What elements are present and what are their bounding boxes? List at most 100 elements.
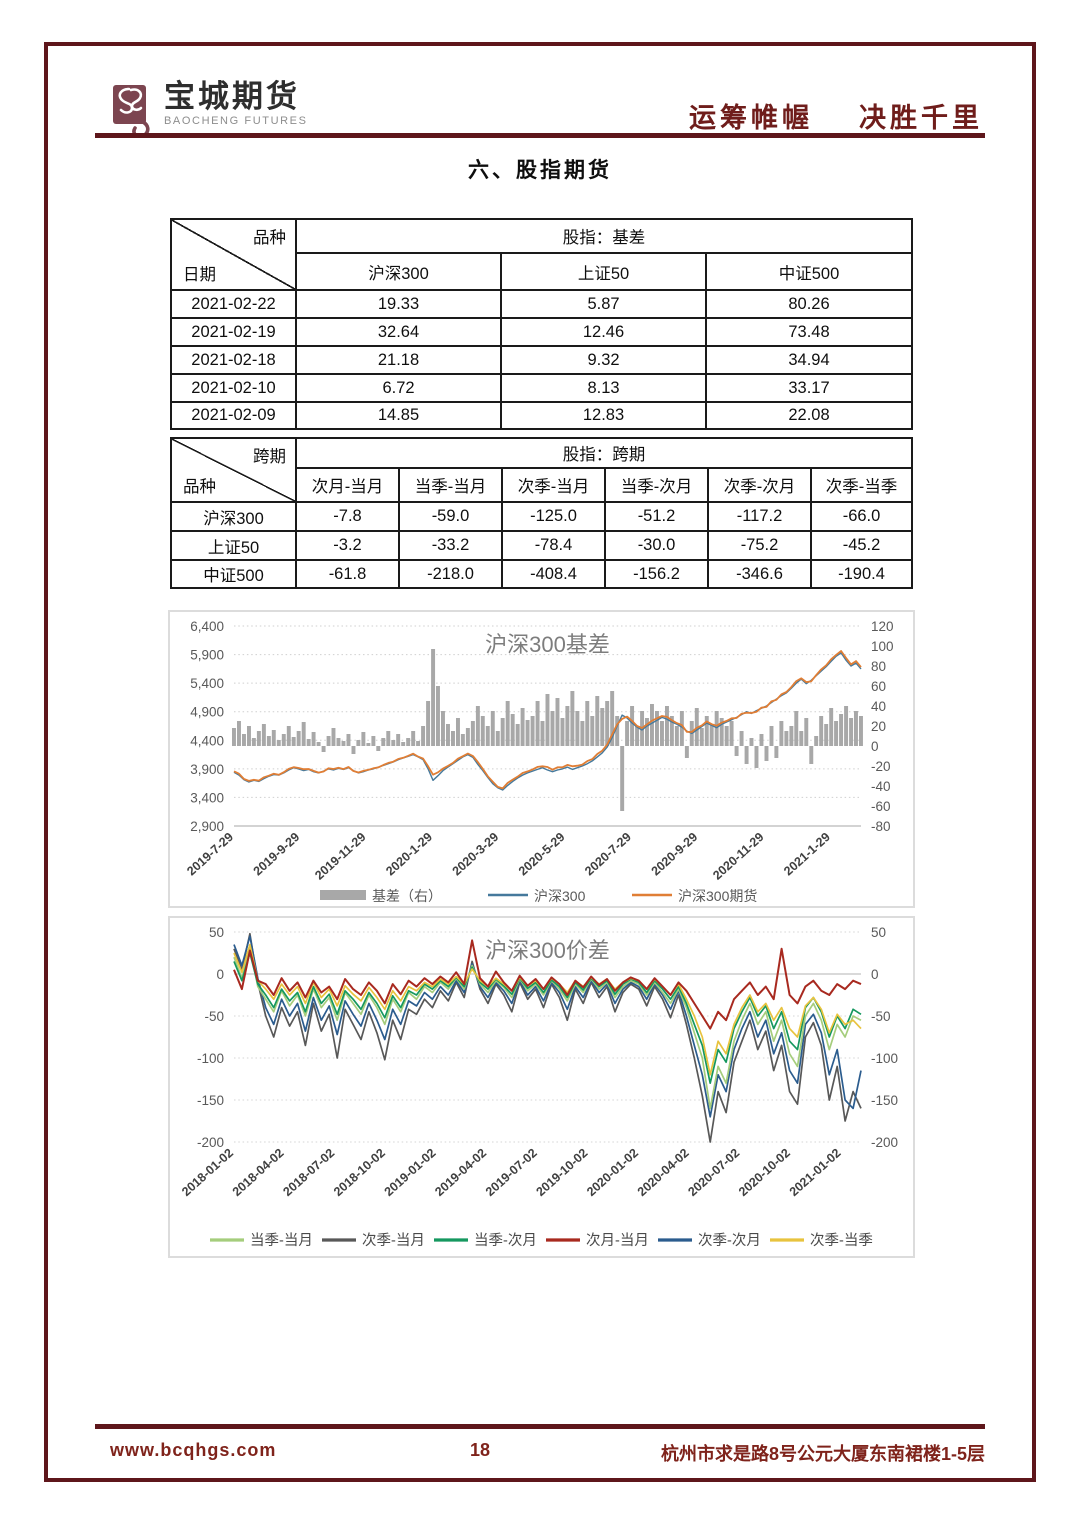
basis-bar	[545, 694, 550, 746]
left-axis-tick-label: 4,900	[190, 705, 224, 720]
basis-bar	[296, 731, 301, 746]
left-axis-tick-label: 5,400	[190, 676, 224, 691]
right-axis-tick-label: 20	[871, 719, 886, 734]
basis-bar	[699, 728, 704, 746]
right-axis-tick-label: -200	[871, 1135, 898, 1150]
date-cell: 2021-02-22	[170, 289, 297, 319]
series-line-2	[233, 952, 862, 1085]
value-cell: -33.2	[398, 530, 503, 561]
basis-bar	[247, 726, 251, 746]
basis-bar	[540, 721, 545, 746]
column-header: 中证500	[704, 252, 914, 291]
spread-table: 跨期 品种 股指：跨期 次月-当月 当季-当月 次季-当月 当季-次月 次季-次…	[170, 437, 914, 589]
basis-bar	[580, 721, 585, 746]
basis-bar	[520, 708, 525, 746]
value-cell: 32.64	[295, 317, 502, 347]
hs300-futures-line	[233, 650, 862, 790]
legend-label: 基差（右）	[372, 888, 442, 904]
legend-label: 当季-当月	[250, 1232, 313, 1249]
basis-bar	[426, 701, 431, 746]
basis-bar	[834, 721, 839, 746]
basis-bar	[232, 728, 236, 746]
basis-bar	[769, 726, 774, 746]
x-axis-tick-label: 2019-01-02	[382, 1146, 439, 1199]
basis-bar	[371, 736, 376, 746]
basis-bar	[804, 718, 809, 746]
series-line-3	[233, 939, 862, 1030]
row-header: 中证500	[170, 559, 297, 589]
basis-bar	[660, 721, 664, 746]
x-axis-tick-label: 2018-07-02	[280, 1146, 337, 1199]
basis-bar	[271, 730, 276, 746]
basis-bar	[321, 746, 326, 752]
row-header: 上证50	[170, 530, 297, 561]
basis-bar	[401, 742, 406, 746]
x-axis-tick-label: 2020-01-02	[584, 1146, 641, 1199]
basis-bar	[600, 708, 605, 746]
basis-bar	[490, 711, 495, 746]
basis-chart-panel: 6,400 5,900 5,400 4,900 4,400 3,900 3,400 2,900…	[168, 610, 915, 908]
basis-bar	[744, 746, 749, 764]
basis-bar	[669, 716, 674, 746]
basis-bar	[789, 726, 794, 746]
x-axis-tick-label: 2020-9-29	[649, 830, 701, 879]
table-row: 2021-02-09 14.85 12.83 22.08	[170, 401, 914, 430]
value-cell: 5.87	[500, 289, 707, 319]
basis-bar	[839, 714, 844, 746]
basis-bar	[590, 716, 595, 746]
basis-bar	[665, 706, 669, 746]
right-axis-tick-label: 40	[871, 699, 886, 714]
basis-bar	[605, 701, 610, 746]
x-axis-tick-label: 2020-7-29	[582, 830, 634, 879]
value-cell: -45.2	[809, 530, 914, 561]
basis-bar	[655, 711, 659, 746]
basis-bar	[809, 746, 814, 764]
left-axis-tick-label: 0	[216, 967, 224, 982]
basis-bar	[451, 731, 455, 746]
corner-top-label: 品种	[253, 229, 286, 247]
basis-bar	[849, 718, 854, 746]
x-axis-tick-label: 2018-10-02	[331, 1146, 388, 1199]
basis-bar	[465, 728, 470, 746]
basis-table: 品种 日期 股指：基差 沪深300 上证50 中证500 2021-02-22 …	[170, 218, 914, 430]
basis-bar	[356, 740, 361, 746]
value-cell: 22.08	[704, 401, 914, 430]
value-cell: -7.8	[295, 501, 400, 532]
value-cell: 14.85	[295, 401, 502, 430]
basis-bar	[276, 740, 281, 746]
value-cell: 73.48	[704, 317, 914, 347]
basis-bar	[595, 696, 600, 746]
left-axis-tick-label: 50	[209, 925, 224, 940]
table-row: 沪深300 -7.8 -59.0 -125.0 -51.2 -117.2 -66…	[170, 501, 914, 532]
right-axis-tick-label: -80	[871, 819, 891, 834]
basis-bar	[361, 732, 366, 746]
value-cell: -66.0	[809, 501, 914, 532]
x-axis-tick-label: 2020-3-29	[450, 830, 502, 879]
value-cell: -346.6	[707, 559, 812, 589]
basis-bar	[754, 746, 759, 768]
basis-bar	[480, 716, 485, 746]
legend-label: 次季-当季	[810, 1232, 873, 1249]
legend-bar-swatch	[320, 890, 366, 900]
basis-bar	[301, 722, 306, 746]
basis-bar	[679, 711, 684, 746]
corner-bottom-label: 品种	[183, 478, 216, 496]
x-axis-tick-label: 2020-5-29	[516, 830, 568, 879]
basis-bar	[366, 743, 371, 746]
legend-label: 沪深300	[534, 888, 586, 904]
basis-bar	[505, 701, 510, 746]
basis-bar	[854, 711, 858, 746]
left-axis-tick-label: -100	[197, 1051, 224, 1066]
series-line-1	[233, 932, 862, 1143]
right-axis-tick-label: 100	[871, 639, 894, 654]
table-row: 中证500 -61.8 -218.0 -408.4 -156.2 -346.6 …	[170, 559, 914, 589]
basis-bar	[799, 731, 804, 746]
basis-bar	[774, 746, 779, 758]
value-cell: 21.18	[295, 345, 502, 375]
basis-bar	[421, 726, 426, 746]
spread-chart-svg: 50 50 0 0 -50 -50 -100 -100 -150 -150 -200 -200 沪深30…	[179, 925, 898, 1249]
basis-bar	[266, 736, 271, 746]
footer-page-number: 18	[469, 1440, 491, 1460]
basis-bar	[714, 711, 719, 746]
